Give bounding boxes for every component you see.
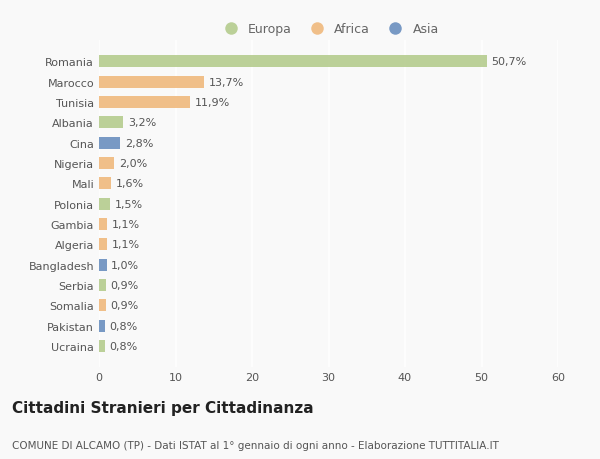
Bar <box>99 97 190 109</box>
Text: 0,8%: 0,8% <box>110 341 138 351</box>
Bar <box>99 117 124 129</box>
Text: 2,0%: 2,0% <box>119 159 147 168</box>
Bar <box>99 178 111 190</box>
Bar <box>99 239 107 251</box>
Text: 1,0%: 1,0% <box>111 260 139 270</box>
Text: 1,1%: 1,1% <box>112 240 140 250</box>
Bar <box>99 198 110 210</box>
Bar <box>99 157 114 170</box>
Text: 1,1%: 1,1% <box>112 219 140 230</box>
Text: 2,8%: 2,8% <box>125 139 154 148</box>
Text: 3,2%: 3,2% <box>128 118 157 128</box>
Text: COMUNE DI ALCAMO (TP) - Dati ISTAT al 1° gennaio di ogni anno - Elaborazione TUT: COMUNE DI ALCAMO (TP) - Dati ISTAT al 1°… <box>12 440 499 450</box>
Text: 0,9%: 0,9% <box>110 280 139 291</box>
Bar <box>99 280 106 291</box>
Bar <box>99 259 107 271</box>
Bar <box>99 300 106 312</box>
Text: 50,7%: 50,7% <box>491 57 527 67</box>
Text: 1,6%: 1,6% <box>116 179 144 189</box>
Text: 0,9%: 0,9% <box>110 301 139 311</box>
Text: 13,7%: 13,7% <box>208 78 244 88</box>
Bar <box>99 320 105 332</box>
Text: 1,5%: 1,5% <box>115 199 143 209</box>
Bar <box>99 218 107 230</box>
Bar <box>99 137 121 150</box>
Bar <box>99 56 487 68</box>
Text: 11,9%: 11,9% <box>194 98 230 108</box>
Text: Cittadini Stranieri per Cittadinanza: Cittadini Stranieri per Cittadinanza <box>12 400 314 415</box>
Bar <box>99 340 105 353</box>
Text: 0,8%: 0,8% <box>110 321 138 331</box>
Bar <box>99 76 204 89</box>
Legend: Europa, Africa, Asia: Europa, Africa, Asia <box>213 18 444 41</box>
